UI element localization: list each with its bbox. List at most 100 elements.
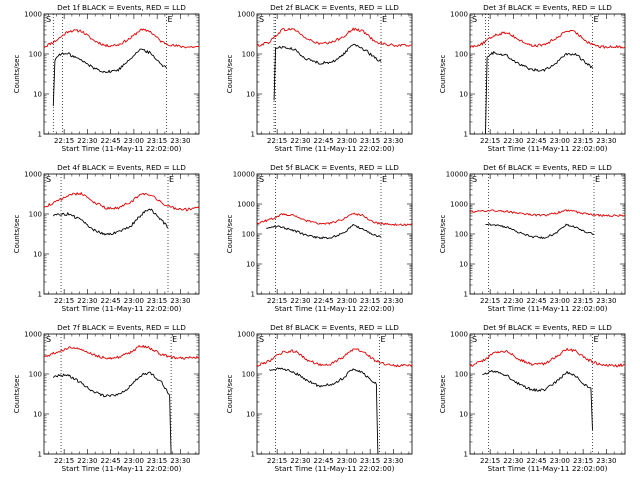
- end-marker-label: E: [382, 175, 387, 184]
- x-tick-label: 22:45: [101, 297, 121, 305]
- y-tick-label: 10: [459, 91, 468, 99]
- series-line-lld: [469, 209, 625, 217]
- series-line-events: [485, 223, 595, 239]
- series-line-events: [266, 223, 382, 240]
- x-tick-label: 22:15: [480, 297, 500, 305]
- y-tick-label: 100: [29, 371, 42, 379]
- x-axis-label: Start Time (11-May-11 22:02:00): [488, 304, 608, 313]
- x-tick-label: 22:15: [54, 457, 74, 465]
- start-marker-label: S: [46, 175, 51, 184]
- x-axis-label: Start Time (11-May-11 22:02:00): [275, 464, 395, 473]
- y-tick-label: 10: [246, 411, 255, 419]
- y-tick-label: 100: [29, 211, 42, 219]
- panel-det-2f: Det 2f BLACK = Events, RED = LLD 1 10 100 10…: [226, 3, 413, 153]
- x-tick-label: 22:15: [480, 457, 500, 465]
- y-tick-label: 10: [33, 251, 42, 259]
- panel-title: Det 4f BLACK = Events, RED = LLD: [57, 163, 186, 172]
- x-tick-label: 22:45: [314, 137, 334, 145]
- panel-det-5f: Det 5f BLACK = Events, RED = LLD 1 10 100 10…: [226, 163, 413, 313]
- x-tick-label: 23:15: [360, 137, 380, 145]
- y-tick-label: 1000: [450, 331, 468, 339]
- y-tick-label: 100: [455, 51, 468, 59]
- x-tick-label: 22:30: [290, 457, 310, 465]
- x-tick-label: 23:00: [337, 297, 357, 305]
- x-axis-label: Start Time (11-May-11 22:02:00): [488, 464, 608, 473]
- panel-title: Det 9f BLACK = Events, RED = LLD: [483, 323, 612, 332]
- x-tick-label: 23:00: [337, 137, 357, 145]
- series-line-events: [269, 367, 379, 455]
- x-tick-label: 22:30: [503, 457, 523, 465]
- series-line-lld: [256, 212, 413, 227]
- panel-title: Det 5f BLACK = Events, RED = LLD: [270, 163, 399, 172]
- y-tick-label: 1: [38, 131, 42, 139]
- x-tick-label: 22:15: [267, 137, 287, 145]
- x-tick-label: 23:15: [147, 297, 167, 305]
- series-line-lld: [469, 347, 626, 368]
- x-tick-label: 22:30: [503, 137, 523, 145]
- x-axis-label: Start Time (11-May-11 22:02:00): [62, 304, 182, 313]
- x-tick-label: 23:00: [124, 297, 144, 305]
- y-axis-label: Counts/sec: [439, 375, 447, 414]
- x-tick-label: 22:30: [290, 297, 310, 305]
- x-tick-label: 22:30: [77, 297, 97, 305]
- x-axis-label: Start Time (11-May-11 22:02:00): [275, 304, 395, 313]
- x-tick-label: 23:15: [573, 297, 593, 305]
- series-line-lld: [43, 28, 200, 49]
- y-tick-label: 1000: [450, 201, 468, 209]
- plot-frame: [43, 173, 200, 295]
- plot-frame: [469, 333, 626, 455]
- end-marker-label: E: [169, 175, 174, 184]
- y-axis-label: Counts/sec: [439, 55, 447, 94]
- plot-frame: [256, 333, 413, 455]
- plot-frame: [256, 13, 413, 135]
- x-tick-label: 22:15: [267, 457, 287, 465]
- y-tick-label: 10000: [446, 171, 468, 179]
- x-tick-label: 22:30: [503, 297, 523, 305]
- end-marker-label: E: [595, 175, 600, 184]
- y-tick-label: 1: [464, 131, 468, 139]
- y-tick-label: 1: [38, 451, 42, 459]
- x-tick-label: 22:30: [77, 457, 97, 465]
- x-tick-label: 23:15: [147, 137, 167, 145]
- start-marker-label: S: [259, 175, 264, 184]
- y-tick-label: 1: [464, 291, 468, 299]
- x-tick-label: 23:00: [124, 457, 144, 465]
- panel-title: Det 2f BLACK = Events, RED = LLD: [270, 3, 399, 12]
- y-tick-label: 1: [251, 291, 255, 299]
- plot-frame: [469, 13, 626, 135]
- y-tick-label: 100: [242, 231, 255, 239]
- x-tick-label: 22:45: [527, 457, 547, 465]
- y-tick-label: 1000: [237, 201, 255, 209]
- y-tick-label: 1000: [237, 11, 255, 19]
- series-line-lld: [43, 192, 200, 212]
- y-tick-label: 100: [242, 51, 255, 59]
- y-tick-label: 1: [464, 451, 468, 459]
- x-axis-label: Start Time (11-May-11 22:02:00): [62, 464, 182, 473]
- y-tick-label: 10000: [233, 171, 255, 179]
- x-tick-label: 22:45: [314, 457, 334, 465]
- y-tick-label: 100: [455, 371, 468, 379]
- x-tick-label: 23:00: [124, 137, 144, 145]
- x-tick-label: 23:15: [573, 457, 593, 465]
- x-tick-label: 23:30: [383, 137, 403, 145]
- y-tick-label: 1000: [450, 11, 468, 19]
- y-tick-label: 1000: [24, 11, 42, 19]
- y-tick-label: 1: [38, 291, 42, 299]
- panel-title: Det 7f BLACK = Events, RED = LLD: [57, 323, 186, 332]
- panel-det-3f: Det 3f BLACK = Events, RED = LLD 1 10 100 10…: [439, 3, 626, 153]
- y-tick-label: 1: [251, 131, 255, 139]
- y-tick-label: 10: [459, 411, 468, 419]
- x-tick-label: 22:45: [101, 457, 121, 465]
- end-marker-label: E: [172, 335, 177, 344]
- y-tick-label: 10: [246, 261, 255, 269]
- series-line-lld: [43, 344, 200, 360]
- panel-title: Det 8f BLACK = Events, RED = LLD: [270, 323, 399, 332]
- x-tick-label: 22:15: [54, 297, 74, 305]
- start-marker-label: S: [259, 15, 264, 24]
- end-marker-label: E: [380, 335, 385, 344]
- plot-frame: [43, 13, 200, 135]
- y-axis-label: Counts/sec: [13, 55, 21, 94]
- x-tick-label: 23:15: [360, 457, 380, 465]
- y-axis-label: Counts/sec: [226, 375, 234, 414]
- x-tick-label: 22:15: [267, 297, 287, 305]
